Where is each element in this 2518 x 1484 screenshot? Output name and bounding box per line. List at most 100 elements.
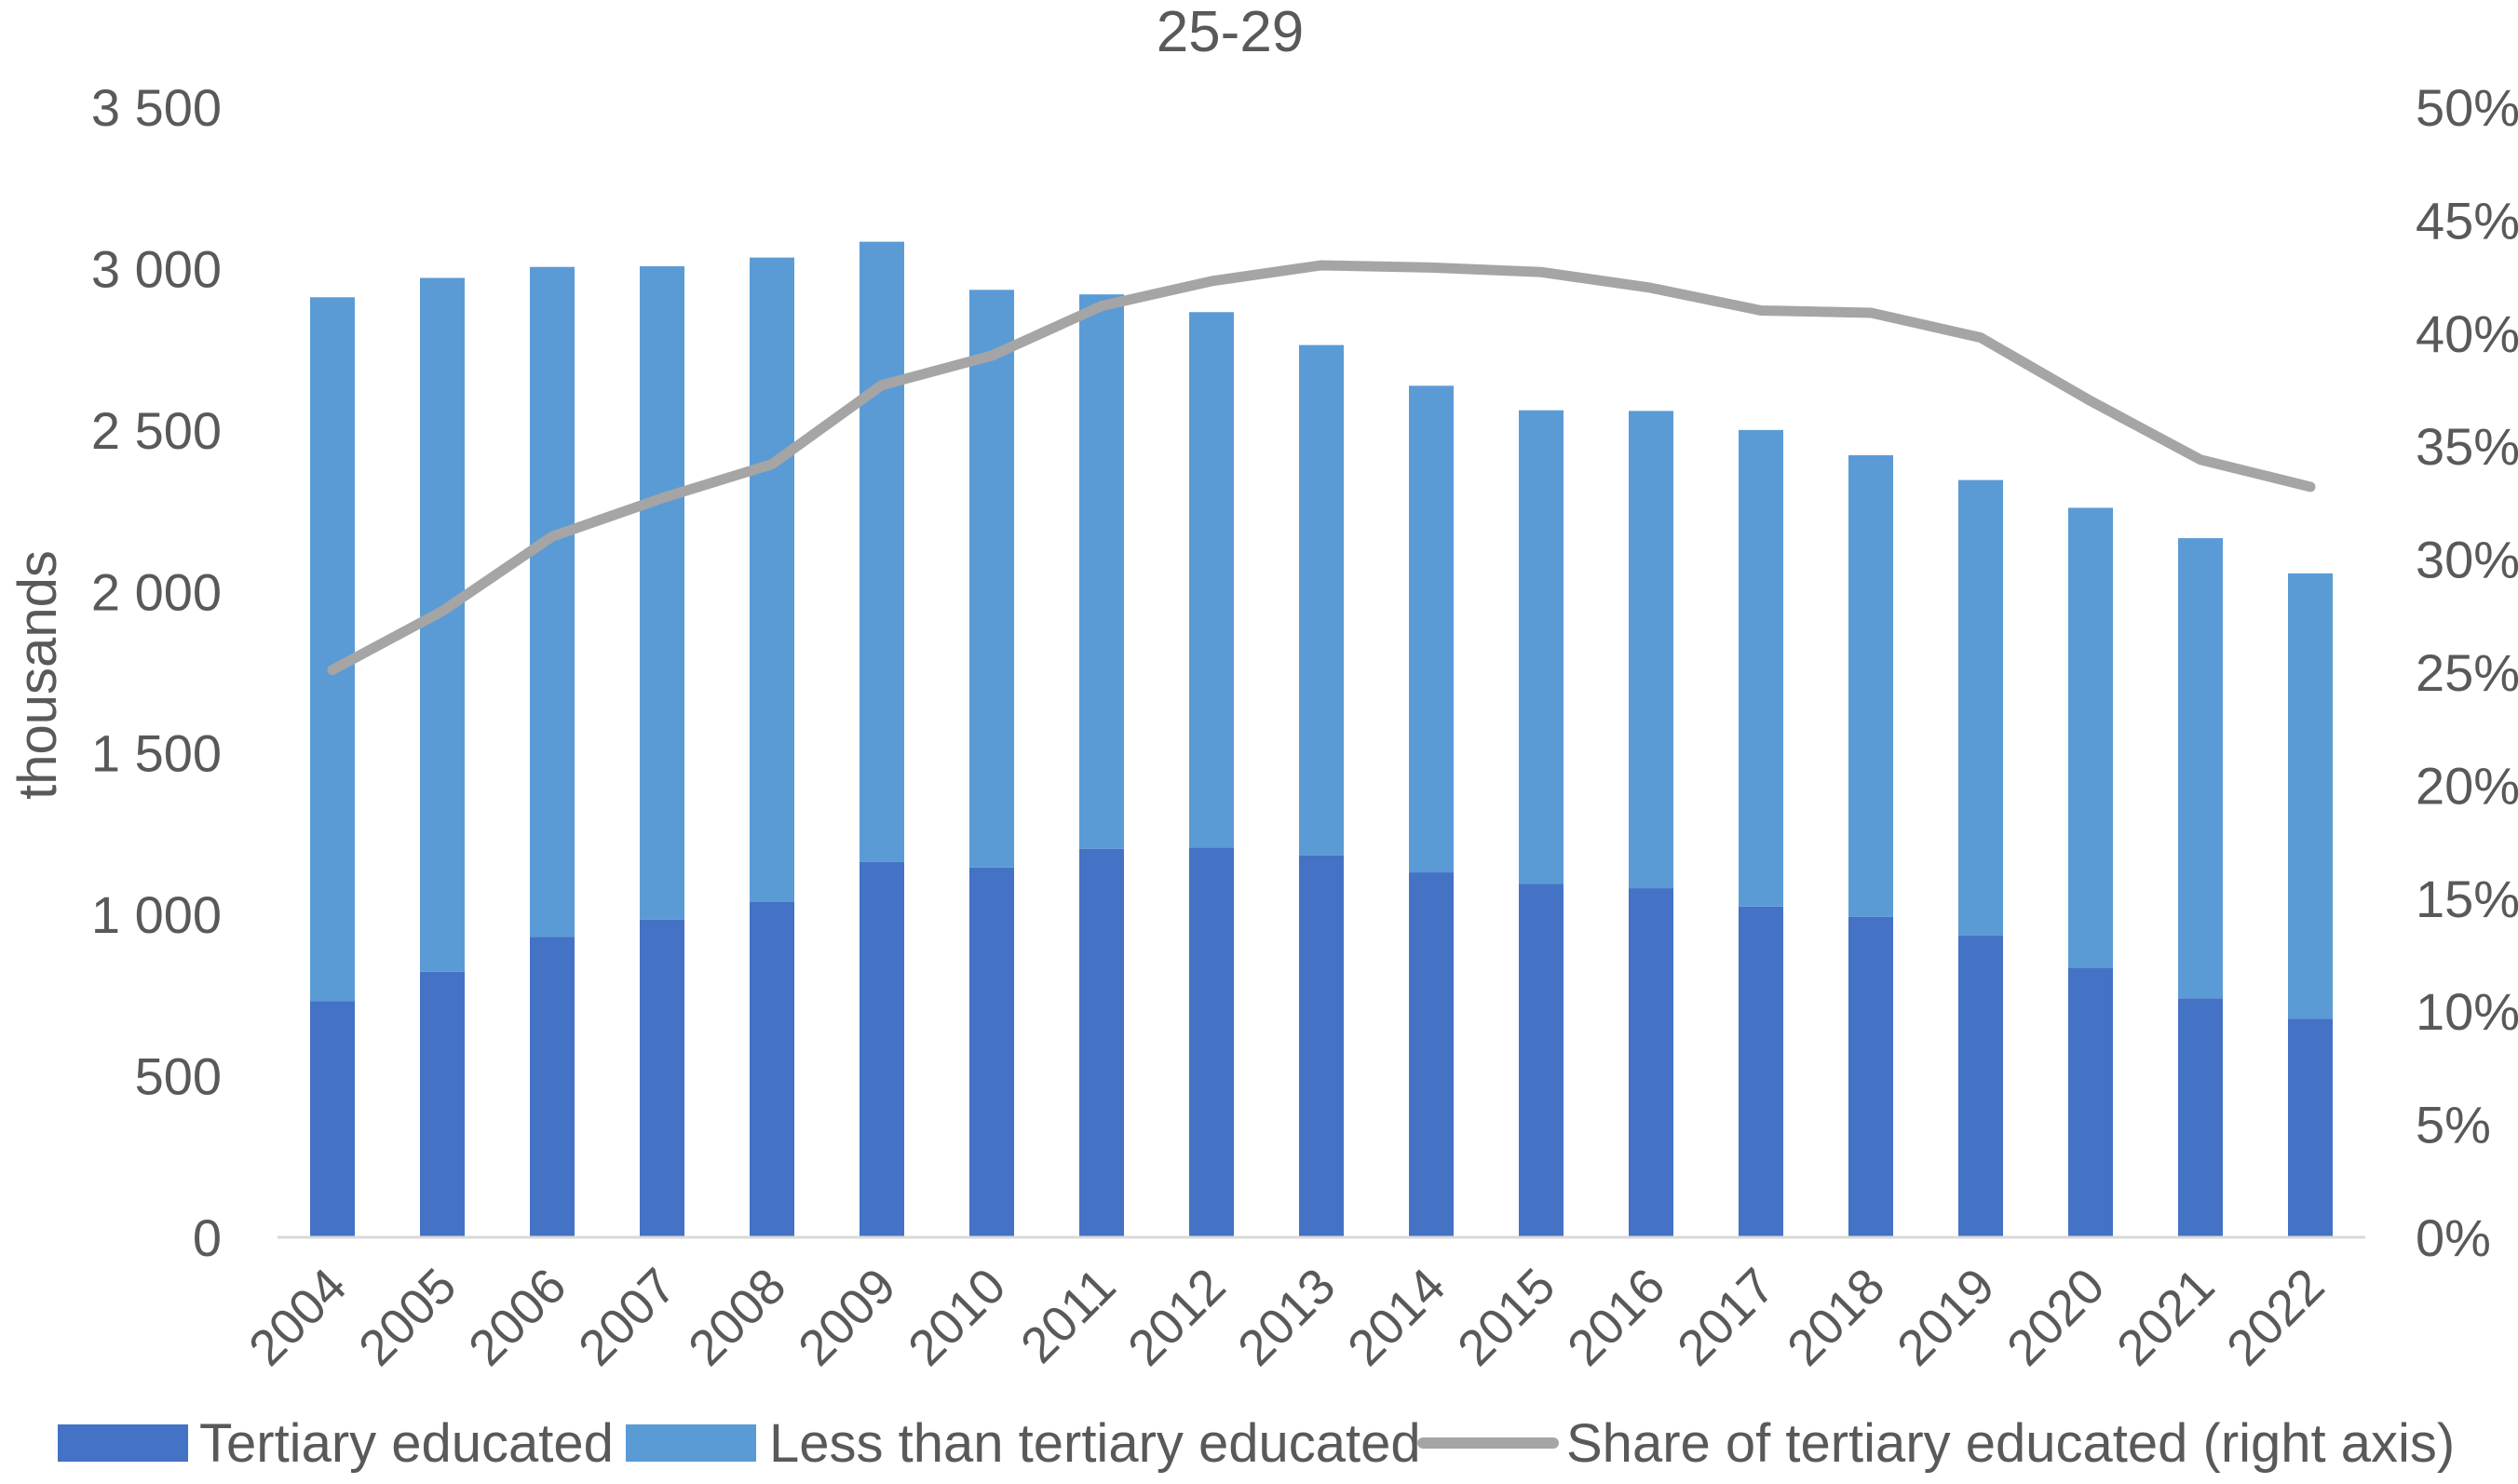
bars [310,241,2333,1237]
y-tick-label: 1 500 [91,724,222,783]
chart-title: 25-29 [1157,0,1305,64]
bar-tertiary [530,937,575,1237]
share-line-point [438,606,447,616]
bar-less-than-tertiary [1079,294,1124,849]
x-tick-label: 2022 [2216,1258,2335,1376]
y2-tick-label: 40% [2416,304,2518,363]
bar-less-than-tertiary [2068,507,2113,968]
share-line-point [548,532,557,542]
y-axis-ticks: 0 500 1 000 1 500 2 000 2 500 3 000 3 500 [91,78,222,1267]
bar-less-than-tertiary [2178,538,2223,999]
bar-tertiary [2288,1019,2333,1237]
y-tick-label: 3 000 [91,239,222,298]
share-line-point [328,665,337,675]
share-line-point [987,351,996,361]
y-tick-label: 1 000 [91,885,222,944]
bar-tertiary [640,919,684,1237]
y2-tick-label: 20% [2416,756,2518,815]
bar-less-than-tertiary [1299,344,1344,856]
y-tick-label: 2 500 [91,401,222,460]
share-line-point [877,380,887,390]
bar-less-than-tertiary [750,257,794,902]
x-tick-label: 2013 [1227,1258,1346,1376]
share-line-point [1207,276,1216,286]
share-line [327,260,2316,676]
x-tick-label: 2007 [568,1258,686,1376]
bar-less-than-tertiary [310,297,355,1002]
x-tick-label: 2009 [788,1258,906,1376]
x-tick-label: 2019 [1887,1258,2005,1376]
y-tick-label: 0 [193,1208,222,1267]
bar-less-than-tertiary [969,290,1014,868]
share-line-point [1537,267,1546,277]
y2-tick-label: 45% [2416,191,2518,250]
bar-tertiary [969,867,1014,1237]
bar-tertiary [310,1001,355,1237]
bar-less-than-tertiary [530,266,575,938]
x-tick-label: 2004 [238,1258,357,1376]
bar-tertiary [1739,906,1783,1237]
legend-label-share: Share of tertiary educated (right axis) [1566,1413,2455,1474]
share-line-point [1317,260,1326,270]
bar-less-than-tertiary [1629,411,1673,889]
y2-tick-label: 35% [2416,417,2518,476]
x-axis-ticks: 2004200520062007200820092010201120122013… [238,1258,2335,1376]
share-line-point [1866,307,1875,317]
share-line-point [657,493,667,504]
bar-tertiary [1409,872,1454,1237]
bar-less-than-tertiary [1409,385,1454,873]
legend-label-tertiary: Tertiary educated [199,1413,614,1474]
share-line-point [1097,301,1106,311]
x-tick-label: 2021 [2106,1258,2225,1376]
x-tick-label: 2011 [1010,1258,1127,1374]
bar-tertiary [1629,888,1673,1237]
y-tick-label: 2 000 [91,562,222,621]
bar-less-than-tertiary [1189,312,1234,848]
share-line-point [767,459,777,469]
y2-tick-label: 50% [2416,78,2518,137]
bar-tertiary [420,971,465,1237]
bar-tertiary [1079,848,1124,1237]
bar-tertiary [1519,884,1564,1237]
bar-tertiary [2068,967,2113,1237]
x-tick-label: 2005 [348,1258,467,1376]
y2-axis-ticks: 0% 5% 10% 15% 20% 25% 30% 35% 40% 45% 50% [2416,78,2518,1267]
bar-tertiary [1189,847,1234,1237]
legend-swatch-less-than-tertiary [626,1424,756,1462]
x-tick-label: 2016 [1557,1258,1675,1376]
y-tick-label: 3 500 [91,78,222,137]
y2-tick-label: 0% [2416,1208,2491,1267]
share-line-point [1646,283,1656,293]
x-tick-label: 2018 [1777,1258,1895,1376]
share-line-point [2086,396,2095,406]
bar-less-than-tertiary [1739,429,1783,907]
x-tick-label: 2008 [678,1258,796,1376]
y-axis-label: thousands [7,550,68,800]
bar-tertiary [1958,936,2003,1237]
x-tick-label: 2010 [898,1258,1016,1376]
bar-less-than-tertiary [860,241,904,862]
legend-swatch-tertiary [58,1424,188,1462]
x-tick-label: 2015 [1447,1258,1565,1376]
bar-less-than-tertiary [640,266,684,920]
share-line-point [2306,481,2315,492]
y2-tick-label: 15% [2416,870,2518,928]
bar-tertiary [1848,916,1893,1237]
bar-less-than-tertiary [2288,573,2333,1019]
bar-tertiary [750,901,794,1237]
y2-tick-label: 5% [2416,1096,2491,1154]
bar-less-than-tertiary [1519,410,1564,884]
share-line-point [1756,305,1766,316]
legend: Tertiary educated Less than tertiary educ… [58,1413,2455,1474]
x-tick-label: 2020 [1997,1258,2115,1376]
bar-less-than-tertiary [1958,479,2003,937]
bar-tertiary [2178,998,2223,1237]
share-line-point [1976,332,1985,343]
bar-less-than-tertiary [1848,454,1893,917]
x-tick-label: 2017 [1667,1258,1785,1376]
bar-tertiary [860,861,904,1237]
x-tick-label: 2006 [458,1258,576,1376]
y-tick-label: 500 [135,1047,222,1106]
legend-label-less-than-tertiary: Less than tertiary educated [769,1413,1421,1474]
